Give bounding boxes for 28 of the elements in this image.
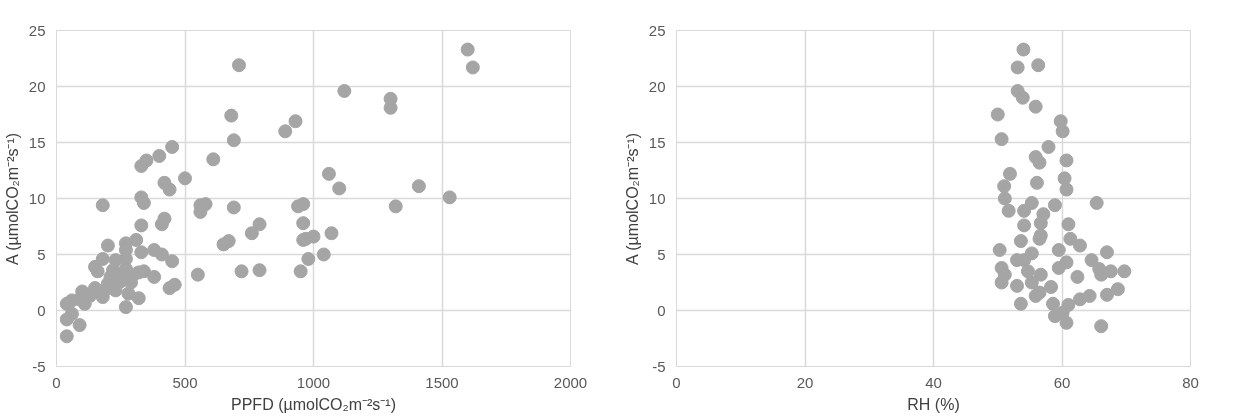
y-tick-label: 10 (28, 189, 46, 207)
x-tick-label: 0 (52, 373, 61, 391)
x-tick-label: 1000 (296, 373, 331, 391)
x-tick-label: 80 (1182, 373, 1199, 391)
y-tick-label: 10 (648, 189, 666, 207)
y-axis-title: A (µmolCO₂m⁻²s⁻¹) (3, 132, 21, 265)
y-tick-label: 15 (28, 133, 46, 151)
y-tick-label: -5 (32, 357, 46, 375)
x-axis-title: PPFD (µmolCO₂m⁻²s⁻¹) (231, 395, 396, 413)
x-axis-title: RH (%) (907, 395, 960, 413)
y-tick-label: 5 (37, 245, 46, 263)
y-tick-label: 20 (28, 77, 46, 95)
y-tick-label: 25 (28, 21, 46, 39)
x-tick-label: 500 (172, 373, 198, 391)
x-tick-label: 2000 (553, 373, 588, 391)
y-tick-label: 25 (648, 21, 666, 39)
y-tick-label: 0 (657, 301, 666, 319)
y-tick-label: -5 (652, 357, 666, 375)
x-tick-label: 20 (796, 373, 814, 391)
y-tick-label: 5 (657, 245, 666, 263)
x-tick-label: 60 (1053, 373, 1071, 391)
x-tick-label: 1500 (425, 373, 459, 391)
x-tick-label: 40 (925, 373, 942, 391)
y-tick-label: 15 (648, 133, 666, 151)
y-tick-label: 20 (648, 77, 666, 95)
y-tick-label: 0 (37, 301, 46, 319)
y-axis-title: A (µmolCO₂m⁻²s⁻¹) (623, 132, 641, 265)
x-tick-label: 0 (672, 373, 681, 391)
